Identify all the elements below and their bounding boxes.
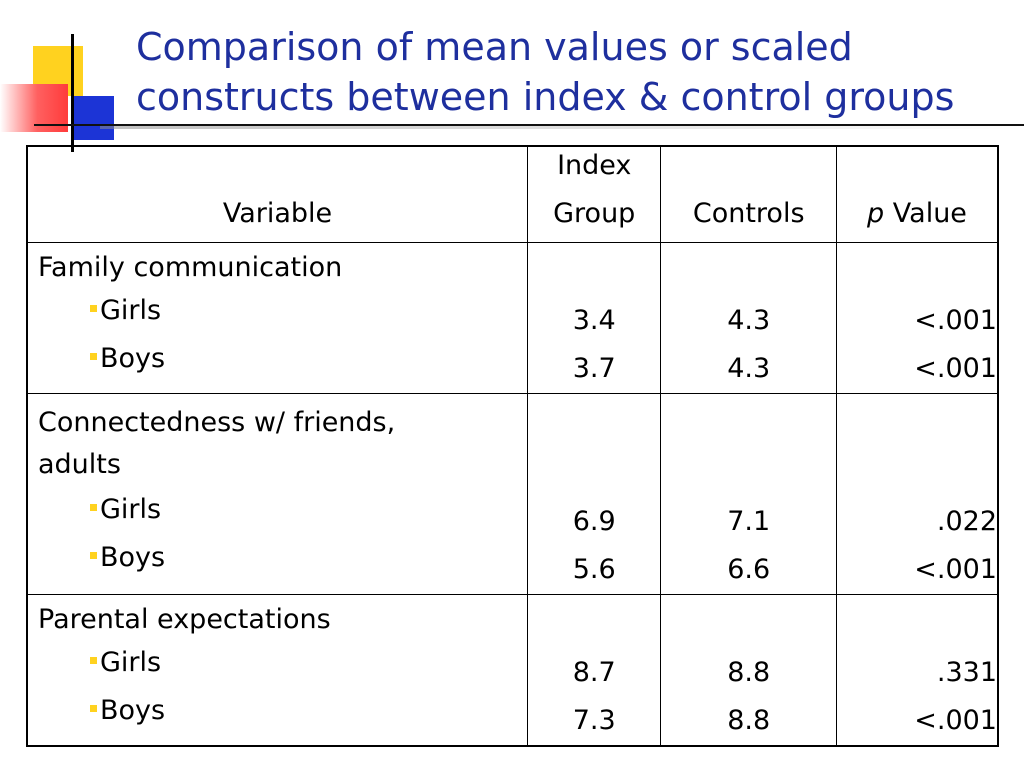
list-item: Girls: [38, 486, 467, 534]
comparison-table: Variable Index Group Controls p Value Fa…: [26, 145, 999, 747]
corner-logo-decoration: [0, 0, 140, 160]
square-bullet-icon: [90, 504, 97, 511]
slide-title: Comparison of mean values or scaled cons…: [136, 25, 955, 119]
square-bullet-icon: [90, 705, 97, 712]
logo-vertical-line: [71, 34, 74, 152]
index-value: 5.6: [572, 554, 616, 585]
controls-value: 4.3: [727, 305, 771, 336]
group-label: Family communication: [38, 252, 343, 283]
table-row-family-communication: Family communication Girls Boys 3.4 3.7 …: [26, 242, 999, 394]
list-item: Boys: [38, 534, 467, 582]
square-bullet-icon: [90, 552, 97, 559]
title-underline: [34, 124, 1024, 126]
header-p-value: p Value: [835, 145, 999, 243]
list-item: Girls: [38, 287, 527, 335]
index-value: 3.4: [572, 305, 616, 336]
table-header-row: Variable Index Group Controls p Value: [26, 145, 999, 243]
header-controls: Controls: [660, 145, 837, 243]
index-value: 7.3: [572, 705, 616, 736]
group-label: Parental expectations: [38, 604, 331, 635]
table-row-connectedness: Connectedness w/ friends, adults Girls B…: [26, 393, 999, 595]
p-value: <.001: [914, 705, 997, 736]
header-p-italic: p: [867, 198, 885, 229]
controls-value: 8.8: [727, 705, 771, 736]
header-controls-label: Controls: [692, 198, 805, 229]
header-variable-label: Variable: [222, 198, 333, 229]
p-value: <.001: [914, 554, 997, 585]
list-item: Boys: [38, 335, 527, 383]
header-index-line1: Index: [557, 150, 632, 181]
header-index-group: Index Group: [527, 145, 662, 243]
group-label: Connectedness w/ friends, adults: [38, 407, 396, 480]
controls-value: 7.1: [727, 506, 771, 537]
square-bullet-icon: [90, 657, 97, 664]
header-p-rest: Value: [884, 198, 967, 229]
p-value: .022: [936, 506, 997, 537]
index-value: 8.7: [572, 657, 616, 688]
title-underline-shadow: [100, 126, 1024, 129]
list-item: Boys: [38, 687, 527, 735]
logo-blue-square: [72, 96, 114, 140]
controls-value: 6.6: [727, 554, 771, 585]
p-value: <.001: [914, 353, 997, 384]
square-bullet-icon: [90, 305, 97, 312]
p-value: <.001: [914, 305, 997, 336]
controls-value: 4.3: [727, 353, 771, 384]
index-value: 3.7: [572, 353, 616, 384]
header-index-line2: Group: [553, 198, 636, 229]
index-value: 6.9: [572, 506, 616, 537]
p-value: .331: [936, 657, 997, 688]
controls-value: 8.8: [727, 657, 771, 688]
table-row-parental-expectations: Parental expectations Girls Boys 8.7 7.3…: [26, 594, 999, 747]
header-variable: Variable: [26, 145, 529, 243]
list-item: Girls: [38, 639, 527, 687]
square-bullet-icon: [90, 353, 97, 360]
